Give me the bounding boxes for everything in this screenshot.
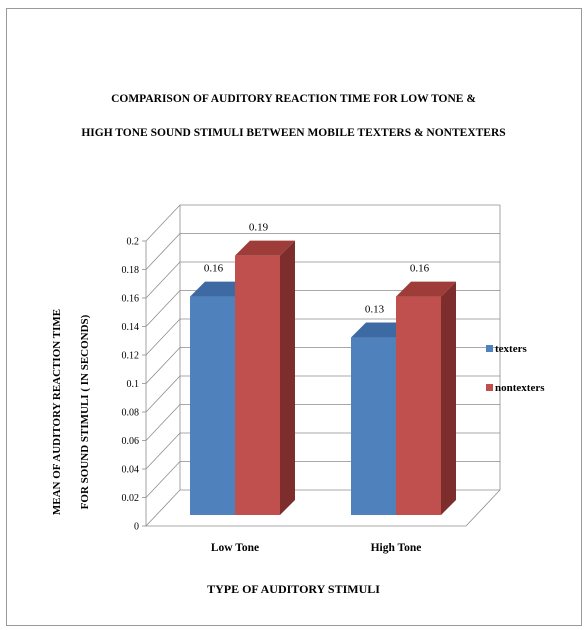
y-tick-label: 0.1: [127, 379, 140, 390]
y-tick-label: 0.04: [122, 465, 140, 476]
y-tick-label: 0.12: [122, 351, 140, 362]
data-label-nontexters-0: 0.19: [249, 222, 269, 234]
data-label-texters-0: 0.16: [204, 263, 224, 275]
bar-nontexters-low-tone: [235, 255, 280, 515]
bar-texters-low-tone: [190, 296, 235, 515]
y-tick-label: 0.06: [122, 436, 140, 447]
x-tick-label-high-tone: High Tone: [371, 542, 422, 554]
bar-top-nontexters-1: [396, 281, 456, 297]
chart-title-line-1: COMPARISON OF AUDITORY REACTION TIME FOR…: [111, 93, 476, 105]
bar-top-nontexters-0: [235, 240, 295, 256]
bar-nontexters-high-tone: [396, 296, 441, 515]
y-tick-label: 0.14: [122, 322, 140, 333]
data-label-nontexters-1: 0.16: [410, 263, 430, 275]
y-tick-label: 0: [134, 522, 139, 533]
y-tick-label: 0.02: [122, 493, 140, 504]
bar-side-nontexters-1: [441, 281, 456, 515]
y-tick-label: 0.16: [122, 294, 140, 305]
x-tick-label-low-tone: Low Tone: [211, 542, 259, 554]
legend-swatch-nontexters: [486, 384, 493, 391]
y-tick-label: 0.18: [122, 265, 140, 276]
chart-frame: [6, 8, 582, 626]
y-tick-label: 0.08: [122, 408, 140, 419]
data-label-texters-1: 0.13: [365, 304, 385, 316]
y-tick-label: 0.2: [127, 237, 140, 248]
bar-texters-high-tone: [351, 337, 396, 515]
legend-label-texters: texters: [495, 343, 527, 355]
bar-side-nontexters-0: [280, 240, 295, 515]
legend-swatch-texters: [486, 345, 493, 352]
floor-right-edge: [465, 489, 501, 527]
legend-label-nontexters: nontexters: [495, 382, 545, 394]
chart-title-line-2: HIGH TONE SOUND STIMULI BETWEEN MOBILE T…: [81, 127, 506, 139]
x-axis-label: TYPE OF AUDITORY STIMULI: [207, 582, 380, 596]
